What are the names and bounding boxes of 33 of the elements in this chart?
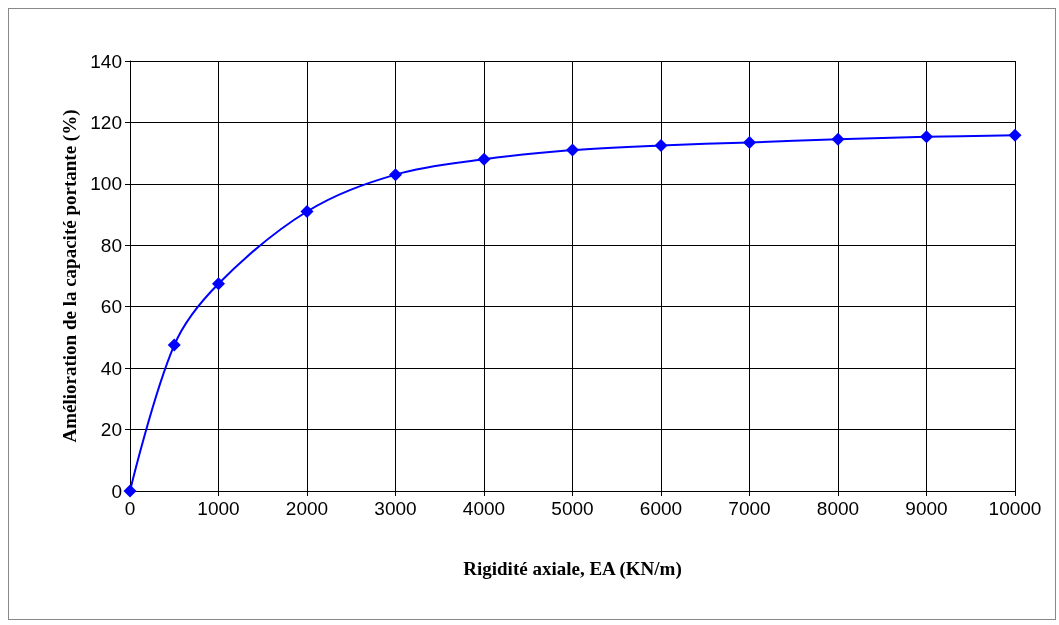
y-tick-label: 140 [90, 50, 122, 72]
y-tick-label: 100 [90, 173, 122, 195]
point [212, 277, 225, 291]
x-tick-label: 10000 [988, 498, 1042, 519]
x-tick-label: 0 [124, 498, 136, 519]
point [477, 152, 491, 166]
x-tick-label: 5000 [551, 498, 594, 519]
point [654, 138, 668, 152]
x-tick-label: 3000 [374, 498, 417, 519]
x-tick-label: 6000 [639, 498, 683, 519]
y-tick-label: 80 [100, 234, 122, 256]
point [300, 205, 314, 218]
point [920, 130, 933, 144]
point [167, 338, 181, 352]
y-tick-label: 0 [111, 480, 122, 502]
x-tick-label: 9000 [905, 498, 948, 519]
x-tick-label: 1000 [197, 498, 240, 519]
y-tick-label: 120 [90, 111, 122, 133]
x-axis-title: Rigidité axiale, EA (KN/m) [463, 558, 682, 580]
x-tick-label: 2000 [285, 498, 329, 519]
y-axis-title: Amélioration de la capacité portante (%) [59, 109, 82, 443]
point [123, 484, 137, 498]
x-tick-label: 8000 [816, 498, 860, 519]
x-tick-label: 7000 [728, 498, 771, 519]
y-tick-label: 20 [100, 419, 122, 441]
y-tick-label: 40 [100, 357, 122, 379]
point [831, 132, 845, 146]
x-tick-label: 4000 [462, 498, 506, 519]
point [743, 135, 756, 149]
y-tick-label: 60 [100, 296, 122, 318]
point [566, 143, 579, 157]
point [389, 168, 402, 182]
point [1008, 128, 1022, 142]
